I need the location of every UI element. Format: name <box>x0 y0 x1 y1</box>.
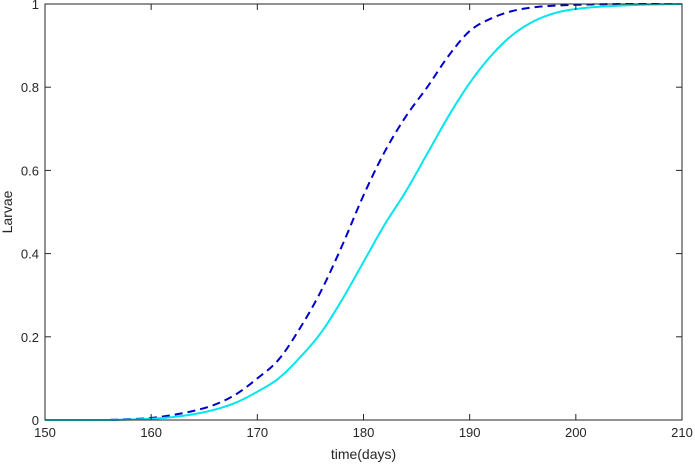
tick-layer: 150 160 170 180 190 200 210 0 0.2 0.4 0.6 0.8 1 <box>21 0 693 440</box>
y-tick-label: 0.2 <box>21 330 39 345</box>
x-tick-label: 150 <box>34 425 56 440</box>
x-axis-label: time(days) <box>331 446 396 462</box>
y-axis-label: Larvae <box>0 190 15 233</box>
x-tick-label: 160 <box>140 425 162 440</box>
x-tick-label: 210 <box>671 425 693 440</box>
x-tick-label: 200 <box>565 425 587 440</box>
y-tick-label: 0.8 <box>21 80 39 95</box>
y-tick-label: 0.6 <box>21 163 39 178</box>
x-tick-label: 190 <box>459 425 481 440</box>
y-tick-label: 1 <box>32 0 39 12</box>
x-tick-label: 170 <box>246 425 268 440</box>
y-tick-label: 0 <box>32 413 39 428</box>
y-tick-label: 0.4 <box>21 247 39 262</box>
x-tick-label: 180 <box>353 425 375 440</box>
